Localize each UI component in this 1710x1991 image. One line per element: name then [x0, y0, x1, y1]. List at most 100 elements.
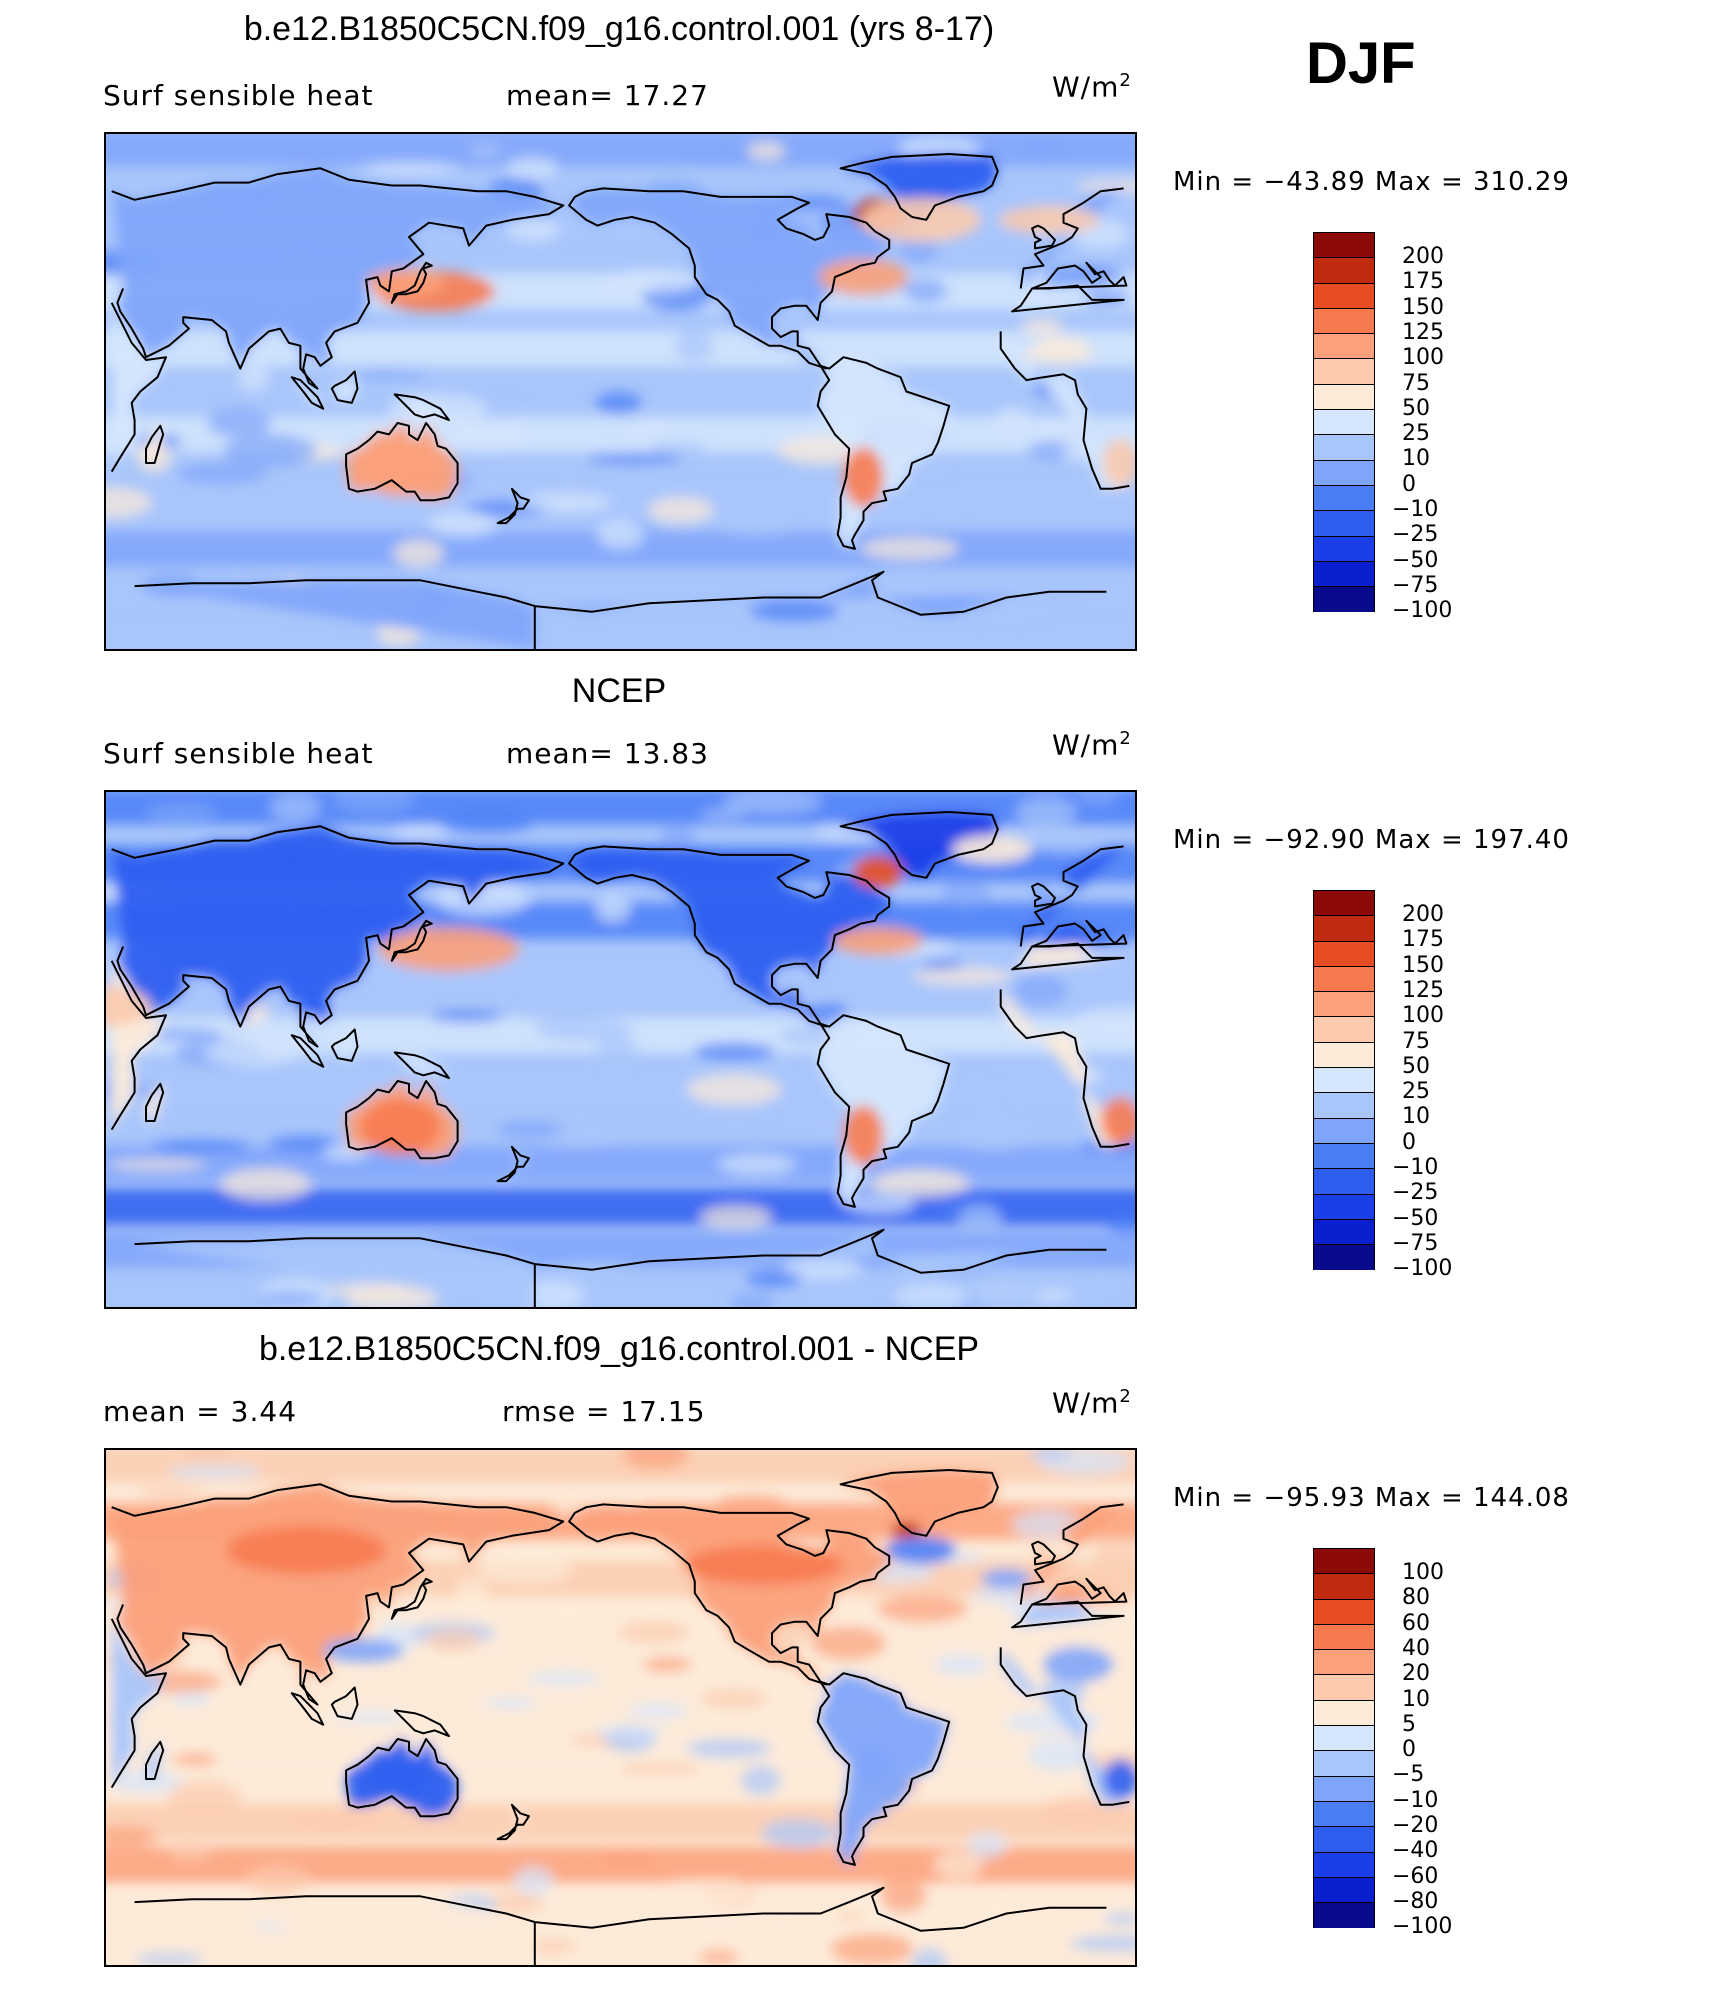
- coastline-madagascar: [145, 424, 165, 464]
- units-label: W/m2: [1052, 70, 1132, 104]
- variable-label: Surf sensible heat: [103, 79, 374, 112]
- colorbar-swatch: [1314, 992, 1374, 1018]
- colorbar-tick-label: −80: [1392, 1888, 1439, 1914]
- colorbar-swatch: [1314, 460, 1374, 486]
- coastline-sumatra: [290, 1034, 325, 1068]
- coastline-uk: [1031, 224, 1056, 250]
- colorbar-tick-label: 0: [1402, 1737, 1416, 1763]
- coastline-japan: [390, 261, 433, 304]
- colorbar-tick-label: 75: [1402, 370, 1430, 396]
- colorbar-swatch: [1314, 410, 1374, 436]
- colorbar-swatch: [1314, 916, 1374, 942]
- colorbar-swatch: [1314, 1675, 1374, 1701]
- colorbar-swatch: [1314, 561, 1374, 588]
- colorbar-tick-label: 0: [1402, 471, 1416, 497]
- panel-title: b.e12.B1850C5CN.f09_g16.control.001 - NC…: [258, 1330, 980, 1368]
- sensible-heat-field: [106, 134, 1135, 649]
- colorbar-swatch: [1314, 1599, 1374, 1625]
- coastline-borneo: [330, 1686, 359, 1720]
- colorbar-swatch: [1314, 334, 1374, 360]
- colorbar-tick-label: 60: [1402, 1610, 1430, 1636]
- colorbar-tick-label: 10: [1402, 1104, 1430, 1130]
- colorbar-tick-label: 40: [1402, 1635, 1430, 1661]
- coastline-nz: [496, 487, 530, 525]
- season-label: DJF: [1306, 31, 1416, 96]
- colorbar-tick-label: 25: [1402, 1079, 1430, 1105]
- coastlines: [110, 811, 1130, 1307]
- coastline-madagascar: [145, 1740, 165, 1780]
- colorbar-swatch: [1314, 258, 1374, 284]
- coastline-antarctica: [134, 1228, 1107, 1307]
- coastline-uk: [1031, 1540, 1056, 1566]
- rmse-label: rmse = 17.15: [502, 1395, 706, 1428]
- coastline-africa: [110, 1600, 1130, 1806]
- coastline-australia: [345, 1080, 459, 1160]
- coastline-antarctica: [134, 1886, 1107, 1965]
- colorbar-swatch: [1314, 891, 1374, 917]
- colorbar-swatch: [1314, 536, 1374, 562]
- coastline-namerica: [568, 1503, 891, 1686]
- map-ncep: [104, 790, 1137, 1309]
- colorbar-tick-label: 175: [1402, 269, 1444, 295]
- colorbar-tick-label: 10: [1402, 1686, 1430, 1712]
- coastline-greenland: [839, 153, 999, 221]
- colorbar-tick-label: −100: [1392, 1256, 1453, 1282]
- colorbar-swatch: [1314, 384, 1374, 411]
- colorbar-swatch: [1314, 1827, 1374, 1853]
- colorbar: [1313, 1548, 1375, 1929]
- colorbar-swatch: [1314, 1700, 1374, 1727]
- map-difference: [104, 1448, 1137, 1967]
- coastlines: [110, 153, 1130, 649]
- coastline-samerica: [816, 1672, 951, 1866]
- colorbar-swatch: [1314, 1017, 1374, 1043]
- mean-label: mean = 3.44: [103, 1395, 298, 1428]
- colorbar-swatch: [1314, 1093, 1374, 1119]
- coastline-sumatra: [290, 1692, 325, 1726]
- colorbar-swatch: [1314, 1852, 1374, 1878]
- colorbar-swatch: [1314, 435, 1374, 461]
- map-model: [104, 132, 1137, 651]
- colorbar-tick-label: −10: [1392, 497, 1439, 522]
- colorbar-tick-label: 75: [1402, 1028, 1430, 1054]
- colorbar-swatch: [1314, 1194, 1374, 1220]
- coastline-uk: [1031, 882, 1056, 908]
- colorbar-tick-label: −60: [1392, 1863, 1439, 1889]
- colorbar-tick-label: −50: [1392, 1205, 1439, 1231]
- colorbar-tick-label: 80: [1402, 1585, 1430, 1611]
- colorbar-swatch: [1314, 1726, 1374, 1752]
- colorbar-tick-label: −40: [1392, 1838, 1439, 1864]
- colorbar-tick-label: −25: [1392, 522, 1439, 548]
- colorbar-tick-label: 100: [1402, 1560, 1444, 1585]
- coastline-namerica: [568, 845, 891, 1028]
- colorbar-tick-label: −25: [1392, 1180, 1439, 1206]
- coastline-africa: [110, 942, 1130, 1148]
- colorbar-swatch: [1314, 1042, 1374, 1069]
- coastline-eurasia: [111, 1483, 1128, 1706]
- min-max-label: Min = −95.93 Max = 144.08: [1173, 1483, 1570, 1513]
- colorbar-swatch: [1314, 283, 1374, 309]
- mean-label: mean= 17.27: [506, 79, 709, 112]
- panel-title: NCEP: [571, 672, 667, 710]
- colorbar-swatch: [1314, 485, 1374, 512]
- colorbar-swatch: [1314, 1877, 1374, 1904]
- units-label: W/m2: [1052, 728, 1132, 762]
- coastline-sumatra: [290, 376, 325, 410]
- colorbar-tick-label: −75: [1392, 1230, 1439, 1256]
- coastline-australia: [345, 422, 459, 502]
- coastline-newguinea: [393, 1709, 450, 1738]
- colorbar-tick-label: 50: [1402, 395, 1430, 421]
- colorbar-tick-label: −10: [1392, 1787, 1439, 1813]
- colorbar-swatch: [1314, 1574, 1374, 1600]
- colorbar-swatch: [1314, 359, 1374, 385]
- coastline-madagascar: [145, 1082, 165, 1122]
- colorbar-swatch: [1314, 1245, 1374, 1271]
- colorbar: [1313, 232, 1375, 613]
- colorbar-tick-label: 10: [1402, 446, 1430, 472]
- coastline-samerica: [816, 356, 951, 550]
- colorbar-swatch: [1314, 1624, 1374, 1651]
- sensible-heat-field: [106, 792, 1135, 1307]
- colorbar-swatch: [1314, 511, 1374, 537]
- colorbar-tick-label: 20: [1402, 1661, 1430, 1687]
- colorbar-tick-label: 125: [1402, 319, 1444, 345]
- colorbar-tick-label: −100: [1392, 598, 1453, 624]
